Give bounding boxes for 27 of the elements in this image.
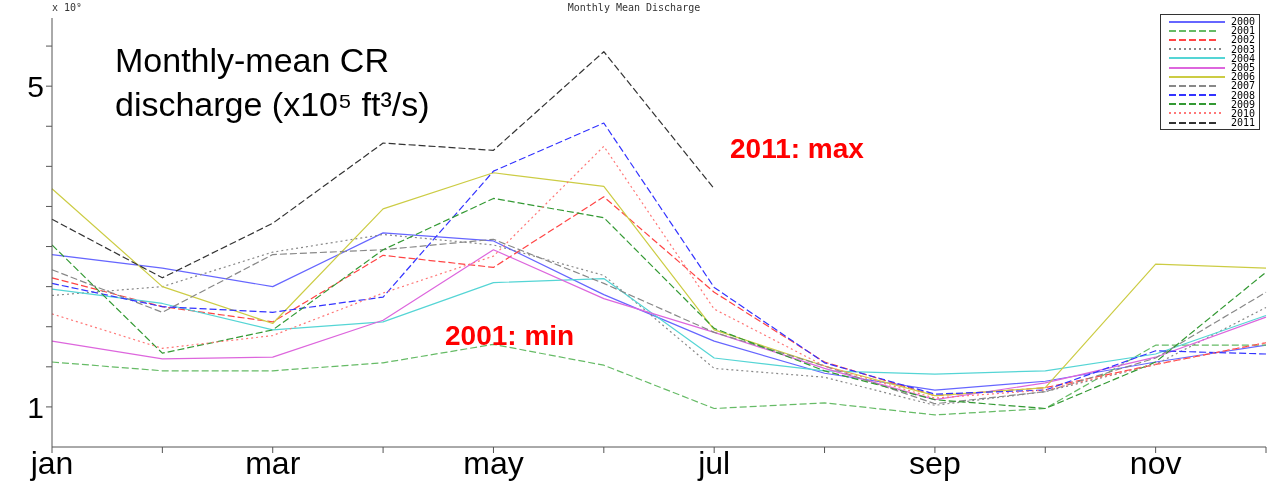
x-tick-label: jan — [29, 444, 74, 481]
legend-label: 2001 — [1230, 25, 1255, 37]
x-tick-label: nov — [1129, 444, 1182, 481]
legend-label: 2010 — [1230, 107, 1255, 119]
x-tick-label: jul — [697, 444, 731, 481]
line-series — [51, 278, 1267, 375]
legend-label: 2007 — [1230, 80, 1255, 92]
x-tick-label: sep — [909, 444, 961, 481]
legend-label: 2008 — [1230, 89, 1255, 101]
annotation: 2011: max — [730, 133, 864, 165]
x-tick-label: mar — [245, 444, 301, 481]
annotation: Monthly-mean CR discharge (x10⁵ ft³/s) — [115, 40, 431, 125]
x-tick-label: may — [463, 444, 524, 481]
legend-label: 2011 — [1230, 117, 1255, 129]
legend-label: 2003 — [1230, 43, 1255, 55]
legend-label: 2002 — [1230, 34, 1255, 46]
line-series — [51, 343, 1267, 416]
legend-label: 2006 — [1230, 71, 1255, 83]
annotation: 2001: min — [445, 320, 575, 352]
legend-label: 2009 — [1230, 98, 1255, 110]
y-tick-label: 1 — [27, 390, 44, 424]
chart-title: Monthly Mean Discharge — [567, 2, 701, 13]
legend-label: 2005 — [1230, 62, 1255, 74]
legend-label: 2000 — [1230, 16, 1255, 28]
y-tick-label: 5 — [27, 69, 44, 103]
text: x 10⁹ — [52, 2, 83, 13]
legend-label: 2004 — [1230, 52, 1255, 64]
